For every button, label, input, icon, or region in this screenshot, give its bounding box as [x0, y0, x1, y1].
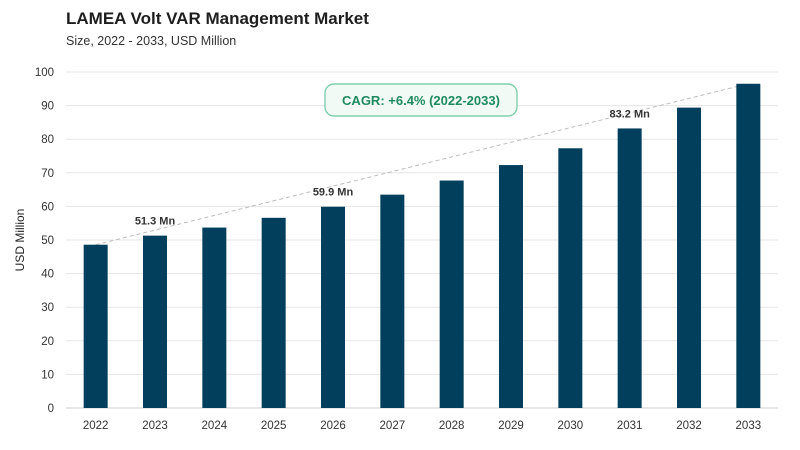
- bar: [617, 128, 642, 408]
- y-axis-label: USD Million: [13, 209, 27, 272]
- grid-lines: [66, 71, 778, 409]
- bar: [677, 107, 701, 408]
- x-tick-label: 2026: [320, 420, 346, 432]
- cagr-box: [324, 83, 518, 117]
- bar: [143, 235, 167, 408]
- cagr-label: CAGR: +6.4% (2022-2033): [342, 93, 500, 108]
- bar: [439, 180, 464, 408]
- x-tick-label: 2029: [498, 420, 524, 432]
- bar: [83, 244, 108, 408]
- x-tick-label: 2025: [261, 420, 287, 432]
- chart-subtitle: Size, 2022 - 2033, USD Million: [66, 34, 237, 48]
- y-tick-label: 0: [48, 403, 54, 415]
- y-tick-label: 80: [41, 134, 54, 146]
- bar: [736, 83, 761, 408]
- cagr-trend-line: [95, 83, 749, 246]
- x-tick-label: 2033: [736, 420, 762, 432]
- data-label: 51.3 Mn: [135, 216, 176, 228]
- bar: [321, 206, 345, 408]
- x-tick-label: 2030: [558, 420, 584, 432]
- y-tick-label: 20: [41, 336, 54, 348]
- data-label: 83.2 Mn: [609, 108, 650, 120]
- x-tick-label: 2027: [380, 420, 406, 432]
- chart-title: LAMEA Volt VAR Management Market: [66, 9, 369, 28]
- x-tick-label: 2023: [142, 420, 168, 432]
- x-tick-label: 2024: [202, 420, 228, 432]
- y-tick-label: 10: [41, 369, 54, 381]
- bar: [202, 227, 227, 408]
- y-tick-label: 100: [35, 67, 54, 79]
- x-tick-label: 2032: [676, 420, 702, 432]
- bar: [499, 165, 523, 408]
- y-tick-label: 70: [41, 168, 54, 180]
- trend-line-layer: [95, 83, 749, 246]
- data-label: 59.9 Mn: [313, 187, 354, 199]
- x-tick-label: 2031: [617, 420, 643, 432]
- x-tick-label: 2028: [439, 420, 465, 432]
- bar: [380, 194, 405, 408]
- bar: [261, 217, 286, 408]
- cagr-annotation: CAGR: +6.4% (2022-2033): [324, 83, 518, 117]
- x-tick-label: 2022: [83, 420, 109, 432]
- y-tick-label: 90: [41, 101, 54, 113]
- y-tick-label: 60: [41, 201, 54, 213]
- bar: [558, 148, 583, 408]
- bars: [83, 83, 761, 408]
- y-tick-label: 50: [41, 235, 54, 247]
- y-tick-label: 30: [41, 302, 54, 314]
- y-tick-label: 40: [41, 269, 54, 281]
